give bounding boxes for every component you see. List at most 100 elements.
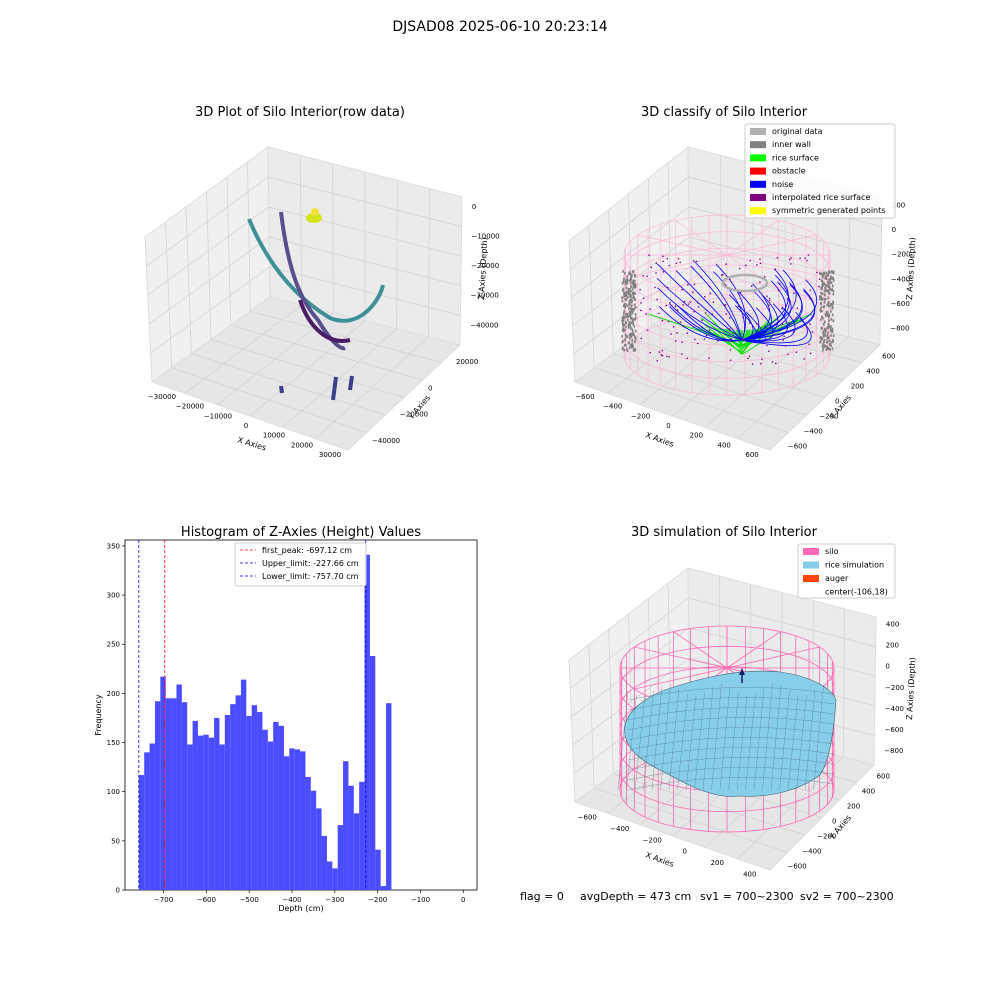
histogram-xlabel: Depth (cm) bbox=[278, 904, 323, 913]
interpolated-point bbox=[655, 272, 657, 274]
legend-swatch bbox=[803, 548, 819, 555]
inner-wall-point bbox=[830, 270, 833, 273]
histogram-bar bbox=[273, 721, 279, 890]
inner-wall-point bbox=[624, 291, 627, 295]
grid-line bbox=[206, 191, 212, 340]
legend-swatch bbox=[803, 561, 819, 569]
grid-line bbox=[268, 206, 462, 257]
inner-wall-point bbox=[630, 335, 633, 338]
legend-label: silo bbox=[825, 547, 839, 556]
inner-wall-point bbox=[819, 295, 821, 298]
interpolated-point bbox=[790, 257, 792, 260]
y-tick-label: 400 bbox=[862, 788, 875, 796]
panel-simulation-3d-plot: 3D simulation of Silo Interior −600 −400 −… bbox=[568, 525, 917, 878]
histogram-bar bbox=[380, 886, 387, 890]
mesh-line bbox=[627, 777, 835, 791]
noise-strand bbox=[675, 270, 743, 341]
inner-wall-point bbox=[830, 318, 833, 321]
histogram-bar bbox=[208, 737, 215, 890]
inner-wall-point bbox=[634, 279, 636, 283]
inner-wall-point bbox=[629, 287, 631, 291]
inner-wall-point bbox=[628, 333, 631, 336]
inner-wall-point bbox=[624, 294, 627, 298]
panel1-curve-lower bbox=[298, 299, 351, 343]
inner-wall-point bbox=[823, 282, 825, 286]
histogram-bar bbox=[305, 776, 311, 890]
interpolated-point bbox=[688, 303, 690, 305]
interpolated-point bbox=[742, 338, 745, 341]
mesh-line bbox=[762, 684, 773, 791]
histogram-reference-lines bbox=[138, 540, 367, 890]
inner-wall-point bbox=[629, 343, 632, 347]
panel2-zlabel: Z Axies (Depth) bbox=[905, 237, 917, 300]
grid-line bbox=[688, 597, 876, 647]
legend-label: obstacle bbox=[772, 167, 806, 176]
silo-spoke bbox=[634, 646, 728, 669]
auger-marker-tip bbox=[739, 668, 745, 675]
inner-wall-point bbox=[831, 276, 834, 280]
inner-wall-point bbox=[829, 278, 831, 282]
grid-line bbox=[299, 155, 303, 306]
inner-wall-point bbox=[824, 329, 826, 332]
inner-wall-point bbox=[621, 299, 624, 303]
legend-label: rice surface bbox=[772, 153, 819, 162]
inner-wall-point bbox=[632, 291, 634, 295]
inner-wall-point bbox=[826, 325, 829, 329]
inner-wall-point bbox=[826, 346, 829, 350]
inner-wall-point bbox=[831, 313, 834, 317]
noise-strand bbox=[669, 306, 743, 342]
interpolated-point bbox=[693, 310, 696, 313]
z-tick-label: −30000 bbox=[471, 292, 499, 300]
y-tick-label: −200 bbox=[817, 833, 836, 841]
inner-wall-point bbox=[622, 327, 625, 330]
silo-spoke bbox=[726, 220, 779, 256]
inner-wall-point bbox=[625, 335, 627, 338]
inner-wall-point bbox=[634, 298, 636, 301]
interpolated-point bbox=[646, 275, 648, 278]
inner-wall-point bbox=[825, 275, 827, 278]
panel2-legend: original data inner wall rice surface obsta… bbox=[744, 123, 896, 219]
inner-wall-point bbox=[629, 322, 631, 326]
inner-wall-point bbox=[634, 286, 636, 289]
inner-wall-point bbox=[821, 309, 823, 313]
histogram-bar bbox=[283, 756, 290, 890]
noise-strand bbox=[741, 274, 790, 341]
grid-line bbox=[588, 225, 595, 368]
interpolated-point bbox=[692, 291, 694, 293]
inner-wall-point bbox=[631, 328, 634, 332]
inner-wall-point bbox=[832, 339, 835, 343]
inner-wall-point bbox=[827, 289, 830, 293]
inner-wall-point bbox=[628, 323, 630, 326]
interpolated-point bbox=[705, 334, 708, 337]
inner-wall-point bbox=[829, 280, 832, 284]
interpolated-point bbox=[708, 357, 710, 359]
inner-wall-point bbox=[633, 324, 636, 328]
y-tick-label: 600 bbox=[882, 353, 895, 361]
inner-wall-point bbox=[626, 275, 628, 278]
interpolated-point bbox=[738, 267, 741, 270]
interpolated-point bbox=[796, 307, 799, 309]
interpolated-point bbox=[704, 312, 707, 314]
legend-label: rice simulation bbox=[825, 561, 884, 570]
inner-wall-point bbox=[632, 319, 634, 323]
inner-wall-point bbox=[831, 327, 834, 331]
histogram-bar bbox=[294, 749, 301, 890]
interpolated-point bbox=[665, 304, 668, 307]
z-tick-label: 400 bbox=[886, 620, 899, 628]
z-tick-label: −800 bbox=[890, 325, 909, 333]
inner-wall-point bbox=[634, 316, 637, 319]
inner-wall-point bbox=[629, 313, 631, 316]
inner-wall-point bbox=[824, 344, 826, 348]
inner-wall-point bbox=[822, 330, 825, 333]
mesh-line bbox=[627, 717, 835, 731]
mesh-line bbox=[634, 695, 646, 791]
inner-wall-point bbox=[825, 277, 828, 281]
interpolated-point bbox=[786, 298, 789, 300]
inner-wall-point bbox=[627, 292, 630, 295]
interpolated-point bbox=[749, 259, 751, 262]
histogram-bar bbox=[171, 698, 177, 890]
inner-wall-point bbox=[819, 272, 822, 276]
inner-wall-point bbox=[623, 312, 625, 315]
x-tick-label: −400 bbox=[610, 825, 629, 833]
inner-wall-point bbox=[621, 319, 623, 323]
